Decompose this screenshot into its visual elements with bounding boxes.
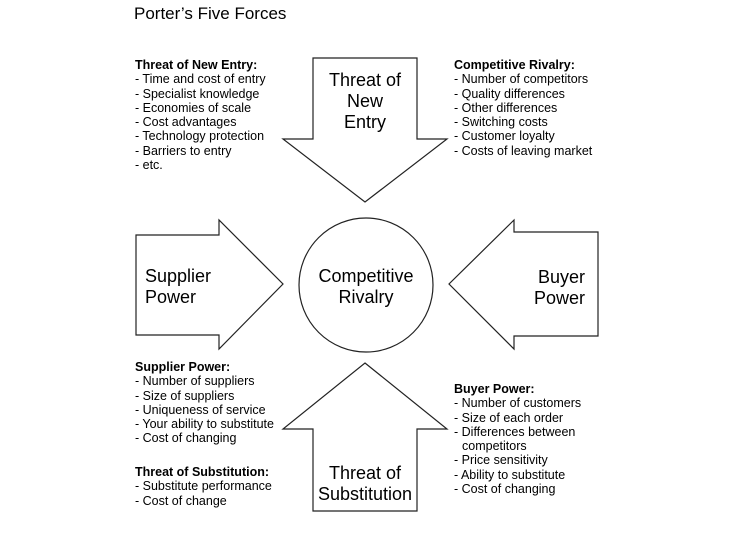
left-arrow-label-line: Supplier	[145, 266, 212, 286]
notes-item: - Ability to substitute	[454, 467, 566, 482]
notes-item: - Cost advantages	[135, 115, 237, 130]
notes-item: - Size of each order	[454, 410, 564, 425]
top-arrow-label-line: Threat of	[328, 70, 402, 90]
center-circle-competitive-rivalry	[298, 217, 434, 353]
bottom-arrow-threat-of-substitution	[281, 362, 449, 512]
right-arrow-buyer-power	[448, 218, 599, 351]
bottom-arrow-label-line: Substitution	[317, 484, 413, 504]
right-arrow-label: Buyer Power	[515, 267, 585, 309]
notes-item: - Specialist knowledge	[135, 86, 260, 101]
notes-competitive-rivalry: Competitive Rivalry: - Number of competi…	[454, 58, 592, 158]
notes-item: - Other differences	[454, 100, 558, 115]
notes-item: - Economies of scale	[135, 100, 252, 115]
notes-item: - Number of competitors	[454, 72, 589, 87]
notes-item: - Price sensitivity	[454, 453, 548, 468]
notes-item: - Number of suppliers	[135, 374, 255, 389]
notes-item: competitors	[462, 439, 527, 454]
center-circle-label-line: Competitive	[318, 266, 414, 286]
right-arrow-label-line: Buyer	[537, 267, 585, 287]
notes-heading: Competitive Rivalry:	[454, 58, 575, 72]
top-arrow-label-line: Entry	[343, 112, 386, 132]
top-arrow-label-line: New	[346, 91, 383, 111]
notes-item: - Switching costs	[454, 115, 548, 130]
notes-item: - Time and cost of entry	[135, 72, 266, 87]
notes-item: - Technology protection	[135, 129, 265, 144]
notes-item: - Quality differences	[454, 86, 565, 101]
notes-item: - Size of suppliers	[135, 388, 235, 403]
notes-item: - Barriers to entry	[135, 143, 232, 158]
top-arrow-label: Threat of New Entry	[315, 70, 415, 133]
bottom-arrow-label: Threat of Substitution	[307, 463, 423, 505]
center-circle-label-line: Rivalry	[338, 287, 394, 307]
diagram-title: Porter’s Five Forces	[134, 4, 287, 23]
notes-item: - Costs of leaving market	[454, 143, 593, 158]
right-arrow-label-line: Power	[533, 288, 585, 308]
notes-heading: Threat of Substitution:	[135, 465, 270, 479]
notes-item: - Cost of changing	[135, 431, 237, 446]
notes-item: - Cost of change	[135, 493, 227, 508]
notes-heading: Supplier Power:	[135, 360, 231, 374]
notes-item: - Cost of changing	[454, 482, 556, 497]
notes-item: - Uniqueness of service	[135, 402, 266, 417]
notes-buyer-power: Buyer Power: - Number of customers - Siz…	[454, 382, 581, 496]
top-arrow-threat-of-new-entry	[281, 57, 449, 203]
left-arrow-label-line: Power	[145, 287, 197, 307]
notes-heading: Threat of New Entry:	[135, 58, 258, 72]
notes-item: - Differences between	[454, 424, 576, 439]
notes-threat-of-substitution: Threat of Substitution: - Substitute per…	[135, 465, 272, 508]
notes-threat-of-new-entry: Threat of New Entry: - Time and cost of …	[135, 58, 266, 172]
left-arrow-supplier-power	[135, 218, 284, 351]
left-arrow-label: Supplier Power	[145, 266, 211, 308]
notes-heading: Buyer Power:	[454, 382, 535, 396]
notes-item: - etc.	[135, 158, 163, 173]
notes-item: - Your ability to substitute	[135, 417, 274, 432]
center-circle-label: Competitive Rivalry	[306, 266, 426, 308]
notes-item: - Number of customers	[454, 396, 582, 411]
notes-supplier-power: Supplier Power: - Number of suppliers - …	[135, 360, 274, 446]
bottom-arrow-label-line: Threat of	[328, 463, 402, 483]
notes-item: - Substitute performance	[135, 479, 272, 494]
notes-item: - Customer loyalty	[454, 129, 555, 144]
